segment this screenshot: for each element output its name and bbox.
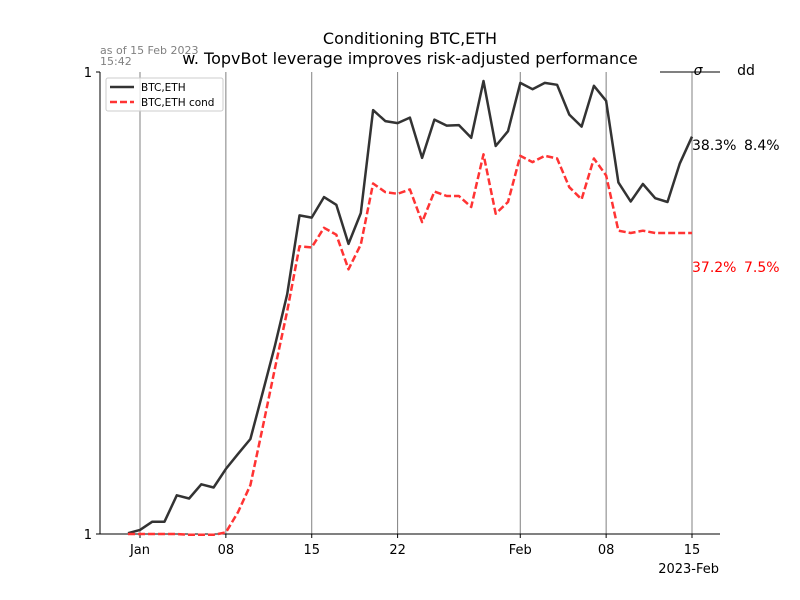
series-line-btc-eth — [127, 79, 694, 535]
stat-vol-btc-eth: 38.3% — [692, 138, 736, 154]
x-tick-label-0: Jan — [129, 543, 150, 558]
chart-subtitle: w. TopvBot leverage improves risk-adjust… — [182, 49, 638, 68]
x-axis-ticks: Jan 08 15 22 Feb 08 15 — [129, 534, 700, 558]
grid-lines — [139, 71, 720, 534]
legend-box — [105, 77, 224, 112]
x-tick-label-4: Feb — [509, 543, 532, 558]
x-tick-label-5: 08 — [598, 543, 615, 558]
stat-dd-btc-eth: 8.4% — [744, 138, 780, 154]
x-axis-year-label: 2023-Feb — [658, 562, 719, 577]
stat-dd-btc-eth-cond: 7.5% — [744, 260, 780, 276]
as-of-time: 15:42 — [100, 55, 132, 68]
x-tick-label-3: 22 — [389, 543, 406, 558]
x-tick-label-6: 15 — [684, 543, 701, 558]
stat-vol-btc-eth-cond: 37.2% — [692, 260, 736, 276]
chart-title: Conditioning BTC,ETH — [323, 29, 497, 48]
series-line-btc-eth-cond — [128, 153, 692, 537]
legend: BTC,ETH BTC,ETH cond — [105, 77, 224, 112]
series-lines — [127, 79, 694, 537]
x-tick-label-1: 08 — [218, 543, 235, 558]
as-of-date: as of 15 Feb 2023 — [100, 44, 199, 57]
x-tick-label-2: 15 — [303, 543, 320, 558]
vol-column-header: σ — [694, 63, 704, 79]
legend-label-btc-eth-cond: BTC,ETH cond — [141, 97, 214, 109]
drawdown-column-header: dd — [737, 63, 755, 79]
y-tick-label-0: 1 — [84, 528, 92, 543]
y-tick-label-1: 1 — [84, 66, 92, 81]
legend-label-btc-eth: BTC,ETH — [141, 82, 186, 94]
y-axis-ticks: 11 — [84, 66, 100, 543]
